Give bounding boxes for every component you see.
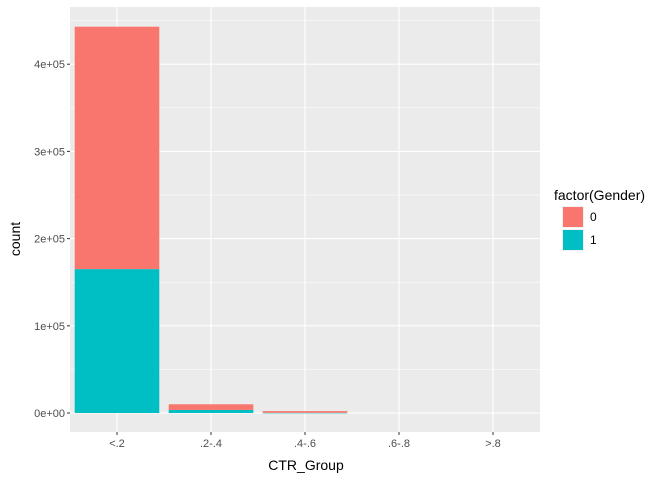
legend-title: factor(Gender) [554,187,645,203]
y-tick-label: 1e+05 [34,321,65,333]
legend-items: 01 [562,206,597,251]
bars [74,26,348,414]
legend-swatch-0 [563,207,583,227]
y-axis-ticks: 0e+00 1e+05 2e+05 3e+05 4e+05 [34,59,70,420]
x-tick-label: <.2 [109,438,125,450]
x-axis-title: CTR_Group [268,457,344,473]
y-tick-label: 4e+05 [34,59,65,71]
y-tick-label: 2e+05 [34,234,65,246]
x-tick-label: >.8 [485,438,501,450]
bar-0-0 [74,26,160,270]
x-axis-ticks: <.2 .2-.4 .4-.6 .6-.8 >.8 [109,432,501,450]
bar-1-0 [74,269,160,413]
y-tick-label: 0e+00 [34,408,65,420]
legend-label-0: 0 [590,210,597,224]
x-tick-label: .6-.8 [388,438,410,450]
legend: factor(Gender) 01 [554,187,645,251]
y-tick-label: 3e+05 [34,146,65,158]
legend-swatch-1 [563,230,583,250]
y-axis-title: count [7,222,23,256]
bar-0-2 [262,411,348,413]
bar-0-1 [168,404,254,410]
bar-1-2 [262,412,348,414]
legend-label-1: 1 [590,233,597,247]
x-tick-label: .2-.4 [200,438,222,450]
x-tick-label: .4-.6 [294,438,316,450]
bar-1-1 [168,409,254,413]
